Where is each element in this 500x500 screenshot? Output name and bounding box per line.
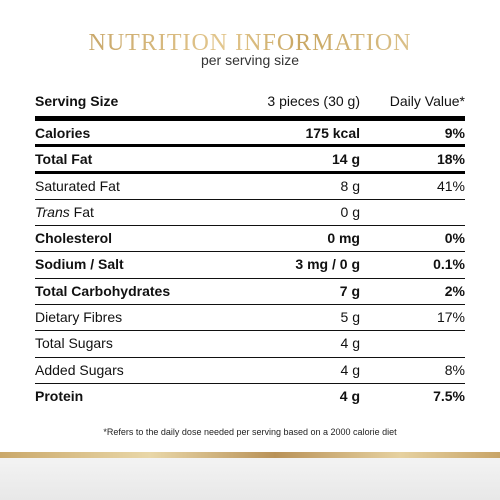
- nutrient-row: Total Carbohydrates 7 g 2%: [35, 279, 465, 306]
- nutrient-row: Trans Fat 0 g: [35, 200, 465, 227]
- nutrient-row: Saturated Fat 8 g 41%: [35, 174, 465, 200]
- nutrient-amount: 0 g: [340, 203, 360, 220]
- nutrient-name-text: Dietary Fibres: [35, 309, 123, 326]
- nutrient-amount: 14 g: [331, 151, 360, 168]
- nutrient-daily-value: 8%: [444, 361, 465, 378]
- page-subtitle: per serving size: [200, 52, 300, 68]
- nutrient-name: Sodium / Salt: [35, 252, 124, 277]
- nutrient-name: Dietary Fibres: [35, 305, 122, 330]
- page-title: NUTRITION INFORMATION: [0, 30, 500, 57]
- nutrient-name: Cholesterol: [35, 226, 112, 251]
- nutrient-name-text: Cholesterol: [35, 230, 113, 247]
- nutrient-amount: 175 kcal: [305, 125, 361, 141]
- nutrient-amount: 4 g: [340, 361, 360, 378]
- nutrient-name-text: Calories: [35, 125, 91, 141]
- nutrient-name-text: Fat: [69, 203, 94, 220]
- nutrient-name: Saturated Fat: [35, 174, 120, 199]
- nutrient-amount: 8 g: [340, 177, 360, 194]
- nutrient-name-text: Total Carbohydrates: [35, 282, 171, 299]
- nutrient-row: Total Fat 14 g 18%: [35, 147, 465, 174]
- gold-band: [0, 452, 500, 458]
- nutrient-daily-value: 0.1%: [433, 256, 465, 273]
- nutrition-table: Calories 175 kcal 9% Total Fat 14 g 18% Satura…: [35, 121, 465, 409]
- nutrient-row: Dietary Fibres 5 g 17%: [35, 305, 465, 332]
- nutrient-name: Added Sugars: [35, 358, 124, 383]
- nutrient-daily-value: 41%: [436, 177, 465, 194]
- nutrient-row: Calories 175 kcal 9%: [35, 121, 465, 148]
- nutrient-name: Calories: [35, 121, 90, 146]
- nutrient-name-text: Sodium / Salt: [35, 256, 124, 273]
- nutrient-row: Total Sugars 4 g: [35, 331, 465, 358]
- nutrient-daily-value: 7.5%: [433, 387, 465, 404]
- nutrient-row: Sodium / Salt 3 mg / 0 g 0.1%: [35, 252, 465, 279]
- nutrient-amount: 5 g: [340, 309, 360, 326]
- header-divider: [35, 116, 465, 121]
- daily-value-header: Daily Value*: [389, 93, 465, 109]
- bottom-shade: [0, 458, 500, 500]
- nutrient-daily-value: 18%: [436, 151, 465, 168]
- nutrient-amount: 4 g: [339, 387, 360, 404]
- nutrient-amount: 0 mg: [327, 230, 360, 247]
- nutrient-row: Protein 4 g 7.5%: [35, 384, 465, 409]
- nutrient-name-text: Saturated Fat: [35, 177, 120, 194]
- nutrient-name-text: Total Fat: [35, 151, 93, 168]
- nutrient-amount: 3 mg / 0 g: [295, 256, 360, 273]
- nutrient-daily-value: 17%: [436, 309, 465, 326]
- nutrient-name-prefix: Trans: [35, 203, 70, 220]
- footnote: *Refers to the daily dose needed per ser…: [103, 427, 397, 437]
- nutrient-amount: 4 g: [340, 335, 360, 352]
- serving-size-row: Serving Size 3 pieces (30 g) Daily Value…: [35, 90, 465, 112]
- nutrient-name: Total Fat: [35, 147, 92, 172]
- nutrient-row: Cholesterol 0 mg 0%: [35, 226, 465, 253]
- nutrient-name-text: Protein: [35, 387, 84, 404]
- nutrient-name: Protein: [35, 384, 83, 409]
- nutrient-daily-value: 9%: [444, 125, 465, 141]
- nutrient-name-text: Total Sugars: [35, 335, 113, 352]
- nutrient-amount: 7 g: [339, 282, 360, 299]
- nutrient-daily-value: 2%: [444, 282, 465, 299]
- nutrient-name-text: Added Sugars: [35, 361, 124, 378]
- nutrient-name: Total Carbohydrates: [35, 279, 170, 304]
- serving-size-label: Serving Size: [35, 93, 119, 109]
- nutrient-name: Trans Fat: [35, 200, 94, 225]
- nutrient-daily-value: 0%: [444, 230, 465, 247]
- nutrient-name: Total Sugars: [35, 331, 113, 356]
- nutrient-row: Added Sugars 4 g 8%: [35, 358, 465, 384]
- serving-size-amount: 3 pieces (30 g): [267, 93, 360, 109]
